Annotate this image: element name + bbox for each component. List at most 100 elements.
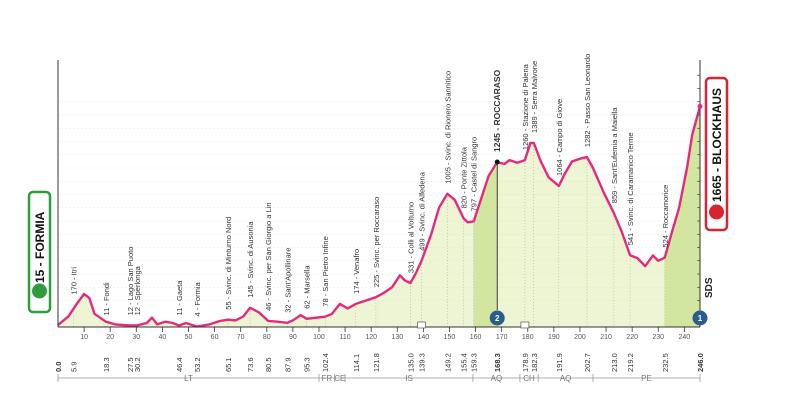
km-label: 53.2: [193, 357, 202, 372]
km-tick-label: 100: [313, 334, 325, 341]
km-tick-label: 90: [289, 334, 297, 341]
km-label: 219.2: [626, 353, 635, 372]
place-label: 12 - Lago San Puoto: [126, 247, 135, 316]
place-label: 46 - Svinc. per San Giorgio a Liri: [264, 202, 273, 311]
region-label: AQ: [560, 374, 572, 383]
place-label: 1064 - Campo di Giove: [555, 99, 564, 176]
place-label: 12 - Sperlonga: [133, 265, 142, 315]
km-label: 114.1: [352, 354, 361, 372]
place-label: 62 - Marsella: [303, 265, 312, 309]
km-tick-label: 50: [185, 334, 193, 341]
km-tick-label: 160: [470, 334, 482, 341]
place-label: 541 - Svinc. di Caramanico Terme: [626, 132, 635, 245]
place-label: 170 - Itri: [69, 267, 78, 295]
start-badge: 15 - FORMIA: [27, 190, 52, 314]
sds-label: SDS: [704, 277, 715, 298]
region-label: CE: [334, 374, 345, 383]
region-label: FR: [321, 374, 332, 383]
km-label: 178.9: [521, 353, 530, 372]
km-tick-label: 80: [263, 334, 271, 341]
mountain-gpm-icon: [489, 310, 505, 326]
km-label: 182.3: [530, 353, 539, 372]
place-label: 32 - Sant'Apollinare: [283, 248, 292, 313]
km-label: 149.2: [443, 353, 452, 372]
place-label: 1260 - Stazione di Palena: [521, 63, 530, 150]
place-label: 797 - Castel di Sangro: [470, 137, 479, 212]
region-label: PE: [641, 374, 652, 383]
place-label: 820 - Ponte Zittola: [460, 146, 469, 208]
mountain-gpm-number: 1: [698, 314, 703, 323]
km-label: 191.9: [555, 353, 564, 372]
km-label: 27.5: [126, 357, 135, 372]
km-label: 73.6: [246, 357, 255, 372]
km-tick-label: 210: [600, 334, 612, 341]
place-label: 174 - Venafro: [352, 249, 361, 294]
place-label: 78 - San Pietro Infine: [321, 236, 330, 306]
km-labels: 0.0 5.9 18.3 27.530.2 46.4 53.2 65.1 73.6 80.5 87…: [54, 353, 705, 372]
km-label: 135.0: [406, 353, 415, 372]
place-label: 1245 - ROCCARASO: [492, 69, 502, 152]
km-tick-label: 150: [444, 334, 456, 341]
km-label: 159.3: [470, 353, 479, 372]
km-tick-label: 130: [391, 334, 403, 341]
profile-fill: [58, 106, 700, 328]
km-tick-label: 180: [522, 334, 534, 341]
intermediate-sprint-icon: [520, 321, 530, 329]
climb-fill-1: [664, 106, 700, 328]
km-tick-label: 200: [574, 334, 586, 341]
place-label: 145 - Svinc. di Ausonia: [246, 221, 255, 298]
km-tick-label: 230: [652, 334, 664, 341]
place-label: 1282 - Passo San Leonardo: [583, 54, 592, 147]
km-tick-label: 40: [158, 334, 166, 341]
km-label: 202.7: [583, 353, 592, 372]
km-tick-label: 170: [496, 334, 508, 341]
mountain-gpm-icon: [692, 310, 708, 326]
climb-fill-0: [473, 162, 498, 327]
km-label: 213.0: [610, 353, 619, 372]
place-label: 55 - Svinc. di Minturno Nord: [224, 217, 233, 310]
finish-label: 1665 - BLOCKHAUS: [710, 88, 724, 202]
km-tick-label: 120: [365, 334, 377, 341]
region-label: IS: [405, 374, 413, 383]
km-label: 87.9: [283, 357, 292, 372]
intermediate-sprint-icon: [417, 321, 426, 329]
profile-area: [58, 106, 700, 328]
place-label: 524 - Roccamorice: [661, 185, 670, 248]
axis: 10 20 30 40 50 60 70 80 90 100 110 120 130 140 150 160 1…: [57, 60, 701, 341]
finish-flag-icon: [709, 204, 724, 220]
place-label: 1005 - Svinc. di Rionero Sannitico: [443, 71, 452, 184]
km-tick-label: 60: [211, 334, 219, 341]
place-label: 225 - Svinc. per Roccaraso: [372, 197, 381, 287]
place-label: 11 - Fondi: [102, 282, 111, 316]
km-tick-label: 220: [626, 334, 638, 341]
km-label: 139.3: [418, 353, 427, 372]
profile-path: [57, 106, 702, 328]
km-label: 5.9: [69, 362, 78, 372]
place-label: 499 - Svinc. di Alfedena: [418, 171, 427, 251]
km-label: 30.2: [133, 357, 142, 372]
km-tick-label: 30: [132, 334, 140, 341]
km-tick-label: 140: [418, 334, 430, 341]
km-tick-label: 240: [678, 334, 690, 341]
place-label: 4 - Formia: [193, 282, 202, 317]
km-label: 155.4: [460, 353, 469, 372]
km-label: 121.8: [372, 353, 381, 372]
km-label: 65.1: [224, 357, 233, 372]
finish-badge: 1665 - BLOCKHAUS: [704, 76, 729, 232]
place-label: 859 - Sant'Eufemia a Maiella: [610, 107, 619, 203]
km-label: 0.0: [54, 362, 63, 372]
km-label: 95.3: [303, 357, 312, 372]
region-label: LT: [184, 374, 193, 383]
region-bar: LT FR CE IS AQ CH AQ PE: [57, 374, 701, 383]
profile-line: [57, 106, 702, 328]
km-label: 246.0: [696, 353, 705, 372]
region-label: CH: [523, 374, 535, 383]
region-label: AQ: [491, 374, 503, 383]
km-label: 102.4: [321, 353, 330, 372]
place-label: 11 - Gaeta: [175, 280, 184, 316]
km-label: 46.4: [175, 357, 184, 372]
km-label: 232.5: [661, 353, 670, 372]
km-label: 168.3: [493, 353, 502, 372]
